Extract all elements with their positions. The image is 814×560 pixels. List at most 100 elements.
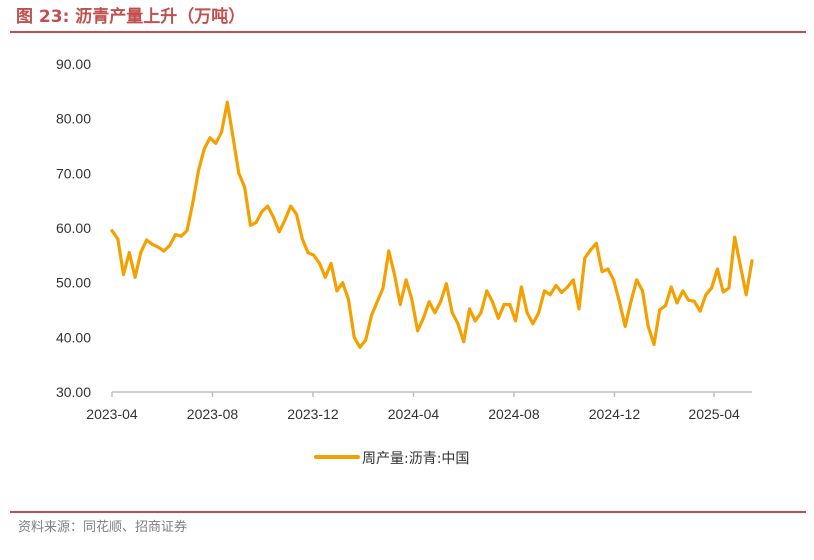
x-tick-label: 2024-04 (388, 406, 440, 422)
data-point (266, 204, 270, 208)
data-point (456, 322, 460, 326)
data-point (277, 230, 281, 234)
data-point (687, 298, 691, 302)
data-point (623, 324, 627, 328)
data-point (312, 253, 316, 257)
title-divider (10, 31, 806, 33)
y-tick-label: 70.00 (56, 165, 91, 181)
data-point (283, 218, 287, 222)
data-point (300, 237, 304, 241)
data-point (727, 286, 731, 290)
x-tick-label: 2023-08 (187, 406, 239, 422)
data-point (744, 293, 748, 297)
data-point (168, 244, 172, 247)
data-point (370, 314, 373, 317)
y-axis: 30.00 40.00 50.00 60.00 70.00 80.00 90.00 (56, 56, 91, 400)
data-point (577, 307, 581, 311)
data-point (329, 262, 333, 265)
x-tick-label: 2023-12 (287, 406, 339, 422)
data-point (698, 309, 702, 313)
data-point (721, 290, 725, 294)
data-point (191, 201, 195, 205)
data-point (710, 286, 714, 290)
data-point (664, 304, 667, 308)
data-point (606, 267, 610, 271)
y-tick-label: 40.00 (56, 329, 91, 345)
data-point (208, 136, 212, 140)
data-point (260, 210, 264, 214)
data-point (715, 267, 719, 271)
data-point (612, 278, 616, 282)
data-point (214, 141, 218, 145)
data-point (485, 289, 489, 293)
data-point (681, 289, 685, 293)
data-point (629, 300, 633, 304)
y-tick-label: 50.00 (56, 275, 91, 291)
data-point (508, 303, 512, 306)
data-point (496, 316, 500, 320)
data-point (179, 234, 183, 238)
data-point (381, 286, 385, 290)
data-point (139, 251, 143, 255)
data-point (173, 233, 177, 237)
data-point (548, 293, 552, 297)
data-point (110, 229, 114, 233)
data-point (669, 285, 673, 289)
data-point (537, 311, 541, 315)
data-point (646, 324, 650, 328)
data-point (600, 270, 604, 274)
data-point (462, 340, 466, 344)
data-point (254, 221, 258, 224)
data-point (341, 281, 345, 285)
data-point (133, 275, 137, 279)
data-point (658, 308, 662, 312)
series-line-production (110, 100, 754, 349)
data-point (197, 169, 200, 173)
data-point (750, 259, 754, 263)
data-point (387, 249, 391, 253)
data-point (145, 238, 149, 242)
data-point (514, 319, 518, 323)
data-point (542, 289, 546, 293)
data-point (352, 335, 356, 339)
data-point (156, 245, 160, 249)
data-point (519, 285, 523, 289)
data-point (692, 299, 696, 303)
legend: 周产量:沥青:中国 (314, 451, 469, 467)
data-point (404, 278, 408, 282)
data-point (652, 342, 656, 346)
legend-label: 周产量:沥青:中国 (362, 451, 469, 467)
data-point (393, 273, 396, 276)
data-point (675, 301, 679, 305)
data-point (473, 319, 477, 323)
y-tick-label: 60.00 (56, 220, 91, 236)
data-point (531, 322, 535, 326)
data-point (594, 241, 598, 245)
data-point (237, 171, 241, 175)
data-point (566, 285, 569, 289)
data-point (491, 300, 494, 304)
data-point (589, 248, 593, 252)
data-point (416, 329, 420, 333)
data-point (289, 204, 293, 208)
data-point (739, 264, 742, 268)
data-point (502, 303, 506, 306)
data-point (323, 275, 327, 279)
data-point (346, 297, 350, 301)
data-point (375, 300, 379, 304)
data-point (433, 311, 437, 315)
x-tick-label: 2024-08 (488, 406, 540, 422)
data-point (358, 345, 362, 349)
data-point (635, 278, 639, 282)
data-point (641, 289, 644, 293)
data-point (150, 242, 154, 246)
data-point (583, 256, 587, 260)
data-point (444, 282, 448, 286)
x-axis: 2023-04 2023-08 2023-12 2024-04 2024-08 2024-… (86, 391, 752, 422)
data-point (225, 100, 229, 104)
data-point (122, 273, 125, 276)
data-point (295, 212, 298, 216)
source-note: 资料来源：同花顺、招商证券 (18, 520, 188, 535)
data-point (398, 303, 402, 306)
footer-divider (10, 511, 806, 513)
